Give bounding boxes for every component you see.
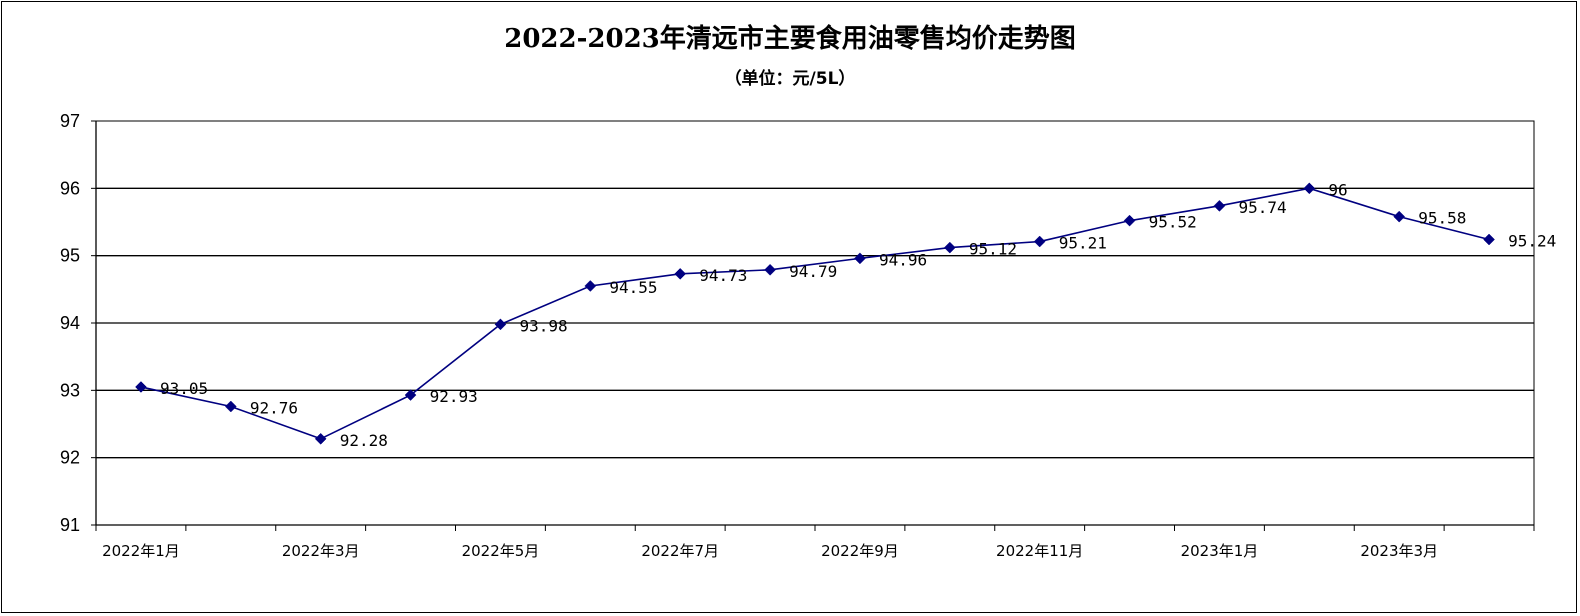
x-tick-label: 2022年9月 xyxy=(821,542,899,560)
chart-title: 2022-2023年清远市主要食用油零售均价走势图 xyxy=(504,24,1076,54)
y-tick-label: 96 xyxy=(60,178,80,198)
y-tick-label: 97 xyxy=(60,111,80,131)
data-labels: 93.05 92.76 92.28 92.93 93.98 94.55 94.73 94.79… xyxy=(160,180,1556,449)
y-tick-label: 93 xyxy=(60,380,80,400)
data-label: 95.21 xyxy=(1059,234,1107,253)
data-point-marker xyxy=(404,389,417,401)
data-label: 95.24 xyxy=(1508,232,1556,251)
data-point-marker xyxy=(854,252,866,265)
data-point-marker xyxy=(1033,235,1046,248)
data-point-marker xyxy=(584,280,597,292)
chart-subtitle: （单位：元/5L） xyxy=(724,69,856,89)
axes xyxy=(91,120,1535,531)
data-label: 94.96 xyxy=(879,250,927,269)
data-label: 93.98 xyxy=(519,316,567,335)
data-label: 92.93 xyxy=(430,387,478,406)
data-label: 95.58 xyxy=(1418,209,1466,228)
data-point-marker xyxy=(1213,199,1226,212)
x-tick-label: 2022年11月 xyxy=(996,542,1083,560)
x-tick-label: 2022年5月 xyxy=(462,542,540,560)
series-layer xyxy=(135,182,1495,445)
x-tick-label: 2022年3月 xyxy=(282,542,360,560)
data-point-marker xyxy=(1303,182,1316,195)
y-tick-label: 92 xyxy=(60,448,80,468)
data-point-marker xyxy=(314,432,327,445)
x-tick-label: 2023年3月 xyxy=(1360,542,1438,560)
x-tick-label: 2022年1月 xyxy=(102,542,180,560)
data-label: 94.79 xyxy=(789,262,837,281)
data-point-marker xyxy=(943,241,956,254)
data-point-marker xyxy=(1393,210,1406,223)
data-point-marker xyxy=(135,381,147,393)
data-label: 96 xyxy=(1328,180,1347,199)
data-label: 92.28 xyxy=(340,431,388,450)
gridlines xyxy=(95,120,1535,526)
data-label: 94.73 xyxy=(699,266,747,285)
data-label: 95.52 xyxy=(1149,213,1197,232)
x-tick-label: 2023年1月 xyxy=(1181,542,1259,560)
x-tick-label: 2022年7月 xyxy=(641,542,719,560)
y-tick-label: 94 xyxy=(60,313,80,333)
data-label: 92.76 xyxy=(250,398,298,417)
data-point-marker xyxy=(764,263,776,276)
data-point-marker xyxy=(494,318,507,331)
y-tick-label: 91 xyxy=(60,515,80,535)
data-point-marker xyxy=(1123,214,1136,227)
data-label: 94.55 xyxy=(609,278,657,297)
data-label: 95.12 xyxy=(969,240,1017,259)
data-point-marker xyxy=(674,267,687,280)
data-point-marker xyxy=(1483,233,1495,246)
data-label: 95.74 xyxy=(1238,198,1286,217)
y-tick-label: 95 xyxy=(60,246,80,266)
series-line xyxy=(140,187,1490,440)
y-axis-tick-labels: 91 92 93 94 95 96 97 xyxy=(60,111,80,535)
data-point-marker xyxy=(224,400,237,413)
data-label: 93.05 xyxy=(160,379,208,398)
x-axis-tick-labels: 2022年1月 2022年3月 2022年5月 2022年7月 2022年9月 2022年… xyxy=(102,542,1438,560)
